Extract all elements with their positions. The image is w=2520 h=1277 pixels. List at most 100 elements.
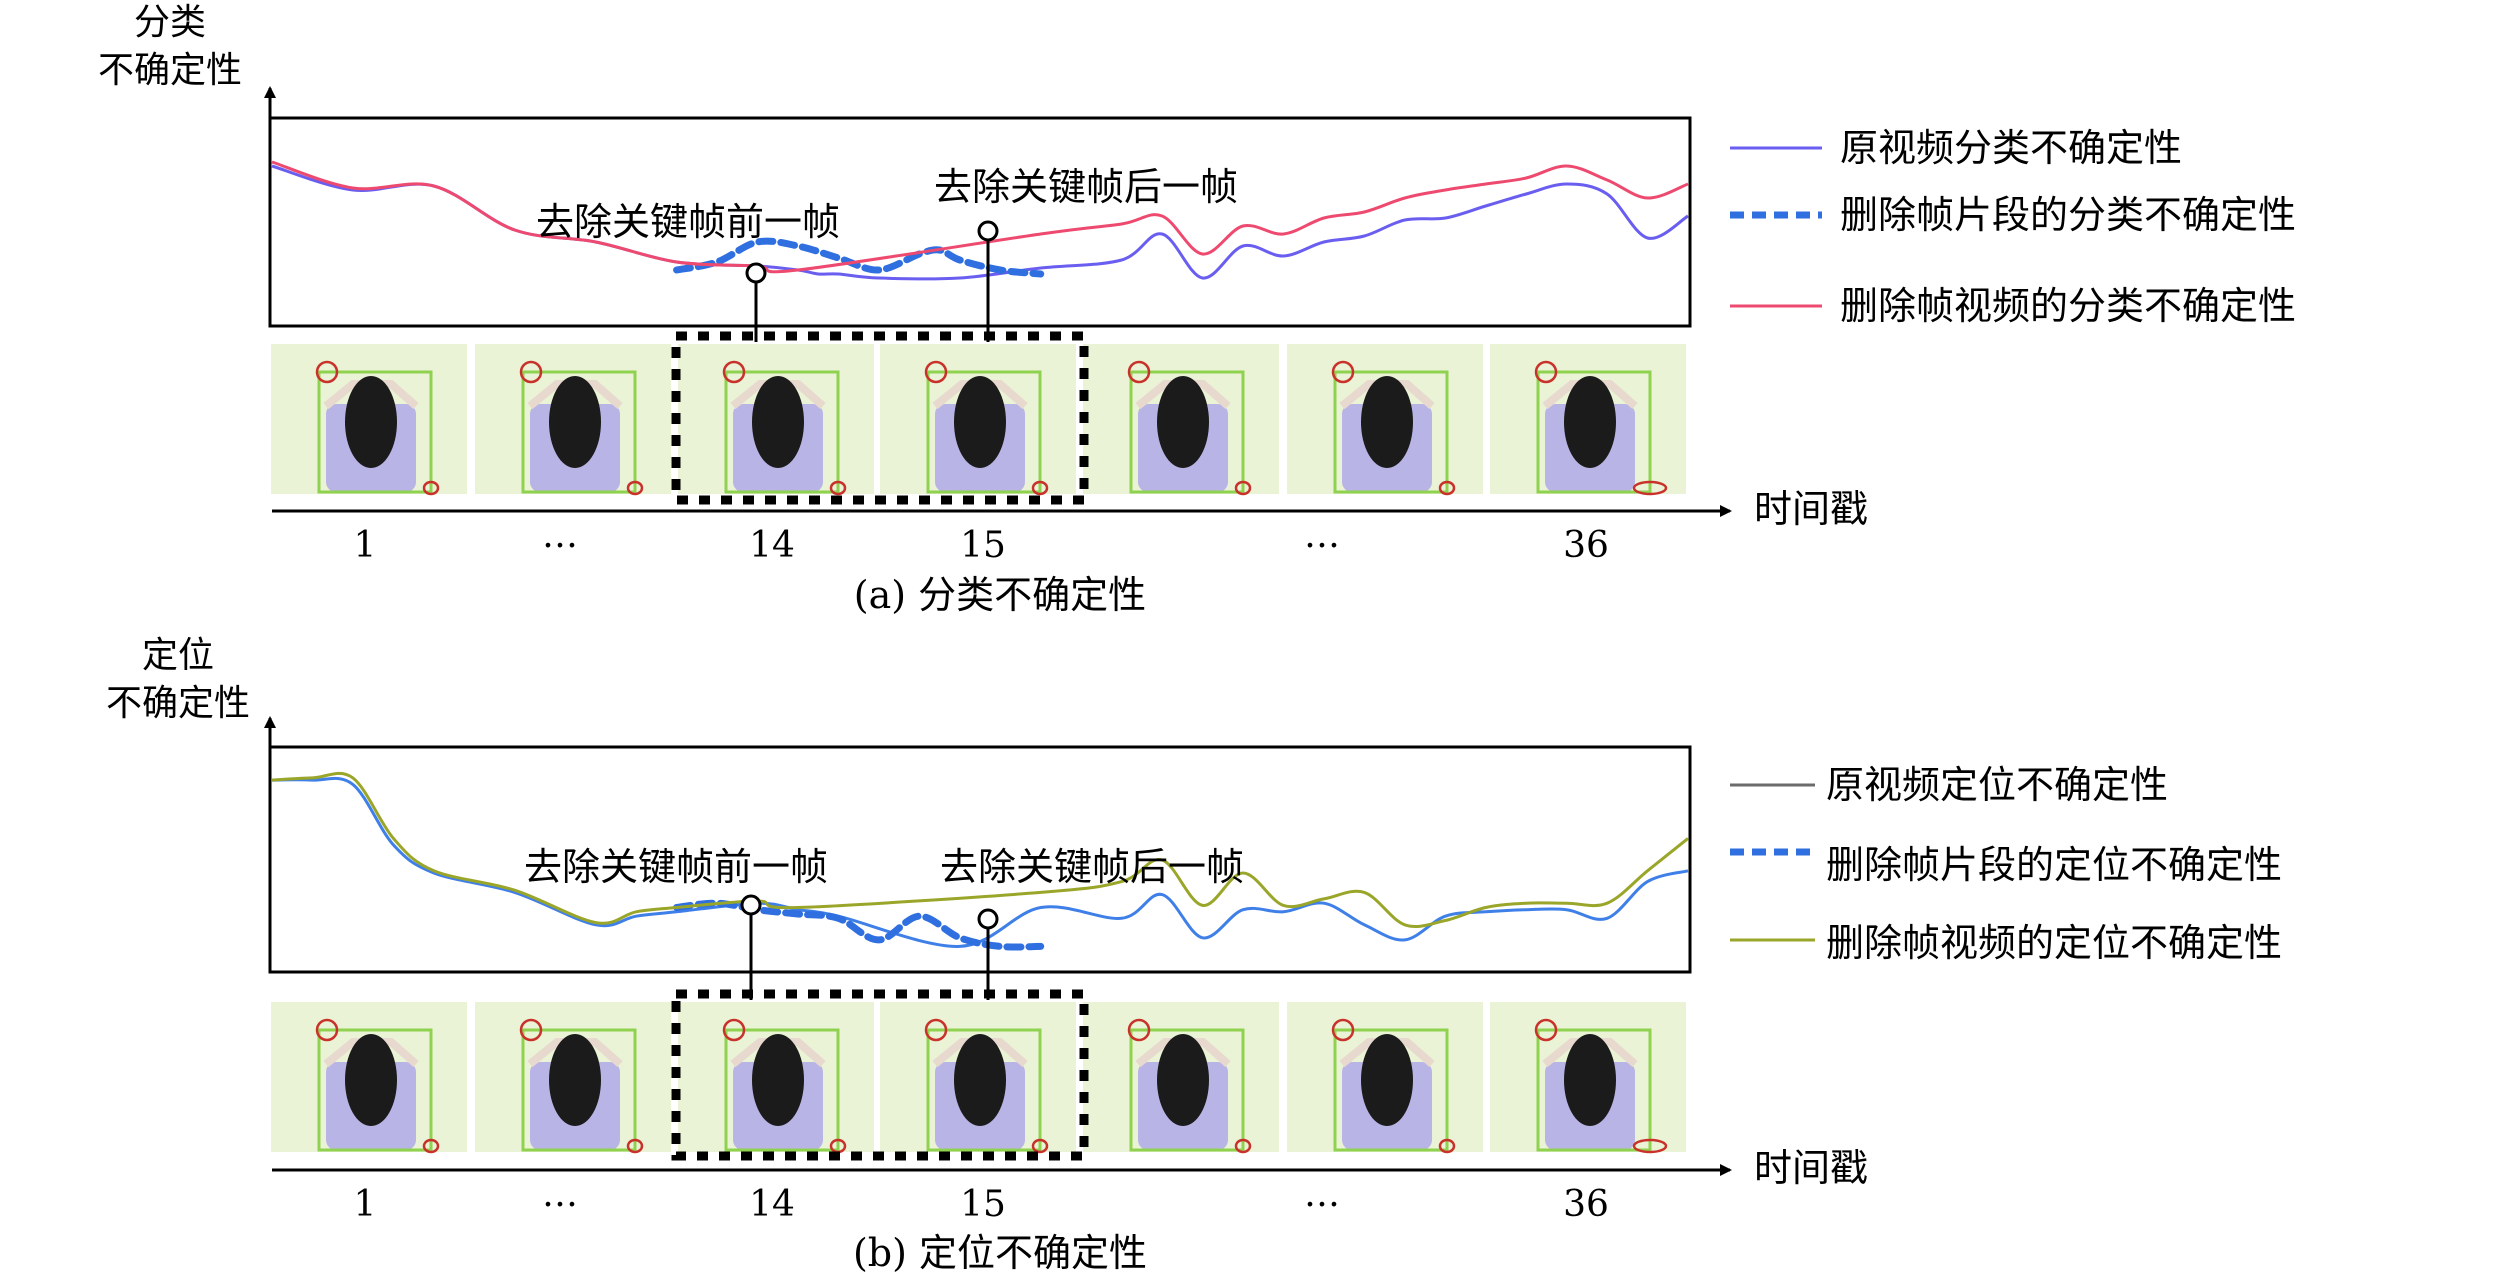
red-keypoint-circle [519,1018,543,1042]
series-line-b-0 [271,776,1689,948]
detection-box [521,1028,637,1152]
panel-b-caption: (b) 定位不确定性 [853,1231,1147,1275]
red-keypoint-circle [924,1018,948,1042]
legend-b-deleted-label: 删除帧视频的定位不确定性 [1826,921,2282,965]
detection-box [1129,370,1245,494]
person-hair [1157,1034,1209,1126]
red-keypoint-circle [829,480,847,496]
detection-box [1333,1028,1449,1152]
red-keypoint-circle [315,360,339,384]
panel-a-plot-lines [271,160,1689,281]
panel-b-legend: 原视频定位不确定性 删除帧片段的定位不确定性 删除帧视频的定位不确定性 [1730,763,2282,965]
panel-b-marker-15 [977,908,999,930]
detection-box [1333,370,1449,494]
series-line-a-1 [673,237,1045,278]
detection-box [521,370,637,494]
panel-b-highlight-box [671,989,1089,1161]
video-frame-b-5 [1083,1002,1279,1154]
person-hair [345,1034,397,1126]
legend-a-segment-label: 删除帧片段的分类不确定性 [1840,193,2296,237]
panel-a-tick-1: … [542,515,578,556]
series-line-a-2 [271,160,1689,274]
panel-a-marker-15 [977,220,999,242]
detection-box [724,1028,840,1152]
red-keypoint-circle [1331,360,1355,384]
red-keypoint-circle [1031,1138,1049,1154]
person-hair [954,1034,1006,1126]
video-frame-b-7 [1490,1002,1686,1154]
panel-b-plot-frame [268,745,1692,974]
video-frame-a-3 [678,344,874,496]
panel-b: 定位 不确定性 去除关键帧前一帧 去除关键帧后一帧 原视频定位不确定性 删除帧片… [106,635,2282,1275]
panel-a-ylabel-line2: 不确定性 [98,50,242,91]
person-hair [1564,376,1616,468]
panel-a-caption: (a) 分类不确定性 [854,573,1146,617]
panel-b-tick-0: 1 [354,1184,377,1225]
person-hair [1157,376,1209,468]
red-keypoint-circle [1234,480,1252,496]
panel-a-tick-2: 14 [749,525,795,566]
red-keypoint-circle [1534,360,1558,384]
video-frame-b-3 [678,1002,874,1154]
red-keypoint-circle [1127,360,1151,384]
red-keypoint-circle [1234,1138,1252,1154]
red-keypoint-circle [1534,1018,1558,1042]
person-hair [752,1034,804,1126]
detection-box [1536,1028,1652,1152]
panel-b-annotation-after: 去除关键帧后一帧 [940,845,1244,889]
detection-box [926,1028,1042,1152]
panel-b-plot-lines [271,771,1689,951]
person-hair [954,376,1006,468]
panel-a-legend: 原视频分类不确定性 删除帧片段的分类不确定性 删除帧视频的分类不确定性 [1730,126,2296,328]
video-frame-a-4 [880,344,1076,496]
video-frame-a-6 [1287,344,1483,496]
red-keypoint-circle [1127,1018,1151,1042]
panel-a-plot-frame [268,116,1692,328]
panel-a-frame-strip [271,344,1686,496]
red-keypoint-circle [422,1138,440,1154]
person-hair [752,376,804,468]
red-keypoint-circle [519,360,543,384]
red-keypoint-circle [422,480,440,496]
panel-b-marker-14 [740,894,762,916]
video-frame-b-4 [880,1002,1076,1154]
series-line-b-2 [271,771,1689,929]
panel-a-tick-0: 1 [354,525,377,566]
panel-b-ylabel-line2: 不确定性 [106,683,250,724]
person-hair [1361,376,1413,468]
detection-box [1536,370,1652,494]
video-frame-a-1 [271,344,467,496]
person-hair [549,376,601,468]
detection-box [317,370,433,494]
detection-box [317,1028,433,1152]
red-keypoint-circle [722,1018,746,1042]
legend-a-original-label: 原视频分类不确定性 [1840,126,2182,170]
video-frame-b-6 [1287,1002,1483,1154]
red-keypoint-circle [1438,1138,1456,1154]
detection-box [724,370,840,494]
video-frame-b-2 [475,1002,671,1154]
red-keypoint-circle [315,1018,339,1042]
panel-b-tick-2: 14 [749,1184,795,1225]
panel-a-annotation-before: 去除关键帧前一帧 [536,200,840,244]
red-keypoint-circle [626,1138,644,1154]
video-frame-a-2 [475,344,671,496]
red-keypoint-circle [1331,1018,1355,1042]
person-hair [1361,1034,1413,1126]
person-hair [1564,1034,1616,1126]
panel-b-tick-3: 15 [960,1184,1006,1225]
panel-a-xlabel: 时间戳 [1754,487,1868,531]
video-frame-a-7 [1490,344,1686,496]
detection-box [1129,1028,1245,1152]
red-keypoint-circle [1632,480,1668,496]
panel-b-annotation-before: 去除关键帧前一帧 [524,845,828,889]
panel-a-annotation-after: 去除关键帧后一帧 [934,165,1238,209]
red-keypoint-circle [626,480,644,496]
red-keypoint-circle [924,360,948,384]
panel-a-marker-14 [745,262,767,284]
video-frame-a-5 [1083,344,1279,496]
panel-a-ylabel-line1: 分类 [134,2,206,43]
panel-b-ylabel-line1: 定位 [142,635,214,676]
legend-b-segment-label: 删除帧片段的定位不确定性 [1826,843,2282,887]
